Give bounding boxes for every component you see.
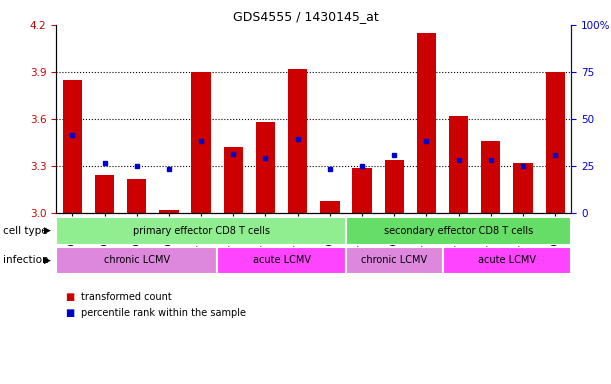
Bar xyxy=(353,168,371,213)
Text: ■: ■ xyxy=(65,308,75,318)
Bar xyxy=(417,33,436,213)
Bar xyxy=(288,69,307,213)
Text: infection: infection xyxy=(3,255,49,265)
Bar xyxy=(546,72,565,213)
Text: GDS4555 / 1430145_at: GDS4555 / 1430145_at xyxy=(233,10,378,23)
Bar xyxy=(56,217,346,245)
Bar xyxy=(56,247,217,274)
Text: acute LCMV: acute LCMV xyxy=(478,255,536,265)
Text: percentile rank within the sample: percentile rank within the sample xyxy=(81,308,246,318)
Bar xyxy=(346,247,442,274)
Text: cell type: cell type xyxy=(3,226,48,236)
Bar xyxy=(256,122,275,213)
Text: ▶: ▶ xyxy=(45,256,51,265)
Bar xyxy=(442,247,571,274)
Bar xyxy=(513,163,533,213)
Bar xyxy=(63,80,82,213)
Text: primary effector CD8 T cells: primary effector CD8 T cells xyxy=(133,226,269,236)
Text: chronic LCMV: chronic LCMV xyxy=(361,255,427,265)
Text: secondary effector CD8 T cells: secondary effector CD8 T cells xyxy=(384,226,533,236)
Bar xyxy=(159,210,178,213)
Bar xyxy=(217,247,346,274)
Bar xyxy=(384,160,404,213)
Text: transformed count: transformed count xyxy=(81,292,172,302)
Bar xyxy=(224,147,243,213)
Bar xyxy=(346,217,571,245)
Bar xyxy=(481,141,500,213)
Text: chronic LCMV: chronic LCMV xyxy=(104,255,170,265)
Text: ▶: ▶ xyxy=(45,226,51,235)
Bar xyxy=(127,179,147,213)
Bar xyxy=(320,200,340,213)
Bar xyxy=(449,116,468,213)
Text: acute LCMV: acute LCMV xyxy=(252,255,310,265)
Text: ■: ■ xyxy=(65,292,75,302)
Bar xyxy=(191,72,211,213)
Bar xyxy=(95,175,114,213)
